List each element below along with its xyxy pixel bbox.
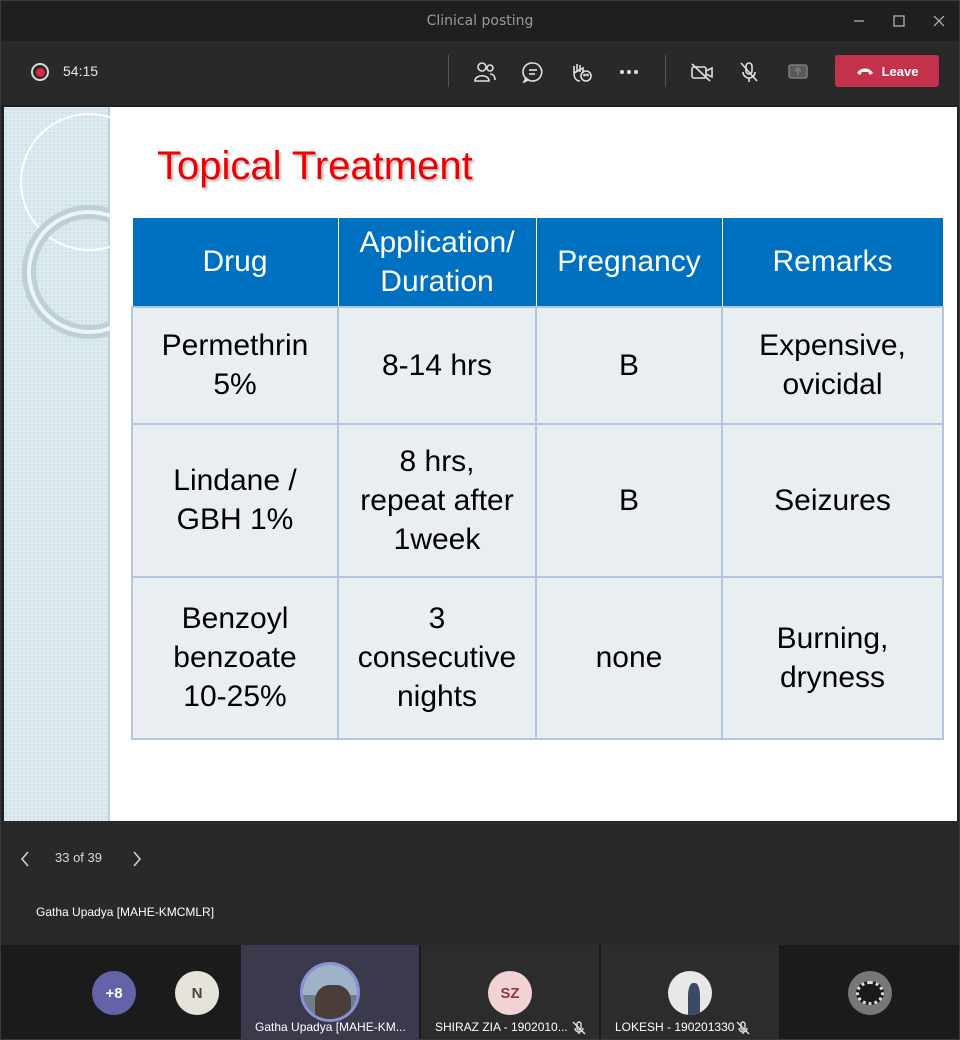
participant-avatar-photo bbox=[668, 971, 712, 1015]
window-title: Clinical posting bbox=[426, 13, 534, 29]
participant-tile-gatha[interactable]: Gatha Upadya [MAHE-KM... bbox=[241, 945, 419, 1039]
column-header-application: Application/ Duration bbox=[337, 217, 537, 307]
close-icon bbox=[933, 15, 945, 27]
participant-avatar-photo[interactable] bbox=[848, 971, 892, 1015]
maximize-icon bbox=[893, 15, 905, 27]
share-screen-icon bbox=[788, 64, 808, 79]
close-button[interactable] bbox=[927, 9, 951, 33]
microphone-toggle[interactable] bbox=[734, 57, 764, 87]
participant-tile-lokesh[interactable]: LOKESH - 190201330 bbox=[601, 945, 779, 1039]
participant-avatar-photo bbox=[300, 962, 360, 1022]
table-cell: 8-14 hrs bbox=[337, 305, 537, 425]
participant-avatar-sz: SZ bbox=[488, 971, 532, 1015]
slide-decoration bbox=[4, 107, 110, 821]
share-content-button[interactable] bbox=[783, 57, 813, 87]
chat-button[interactable] bbox=[518, 57, 548, 87]
table-row: Lindane / GBH 1% 8 hrs, repeat after 1we… bbox=[131, 422, 944, 578]
table-cell: B bbox=[535, 422, 723, 578]
shared-slide: Topical Treatment Drug Application/ Dura… bbox=[4, 107, 957, 821]
meeting-timer: 54:15 bbox=[63, 63, 99, 79]
table-cell: B bbox=[535, 305, 723, 425]
toolbar-divider bbox=[665, 55, 666, 87]
decorative-rings bbox=[20, 113, 110, 339]
title-bar: Clinical posting bbox=[1, 1, 959, 41]
participant-name: Gatha Upadya [MAHE-KM... bbox=[255, 1020, 406, 1034]
previous-slide-button[interactable] bbox=[15, 849, 35, 869]
table-cell: Burning, dryness bbox=[721, 575, 944, 740]
participant-name: SHIRAZ ZIA - 1902010... bbox=[435, 1020, 568, 1034]
column-header-remarks: Remarks bbox=[721, 217, 944, 307]
camera-off-icon bbox=[691, 63, 713, 82]
leave-label: Leave bbox=[881, 63, 919, 79]
table-cell: 8 hrs, repeat after 1week bbox=[337, 422, 537, 578]
table-cell: Benzoyl benzoate 10-25% bbox=[131, 575, 339, 740]
table-cell: Permethrin 5% bbox=[131, 305, 339, 425]
participant-strip: +8 N Gatha Upadya [MAHE-KM... SZ SHIRAZ … bbox=[1, 945, 959, 1039]
next-slide-button[interactable] bbox=[127, 849, 147, 869]
participants-button[interactable] bbox=[470, 57, 500, 87]
maximize-button[interactable] bbox=[887, 9, 911, 33]
participant-name: LOKESH - 190201330 bbox=[615, 1020, 735, 1034]
people-icon bbox=[474, 62, 496, 82]
raise-hand-icon bbox=[573, 64, 592, 82]
slide-navigation-bar: 33 of 39 Gatha Upadya [MAHE-KMCMLR] bbox=[1, 821, 959, 945]
table-cell: 3 consecutive nights bbox=[337, 575, 537, 740]
treatment-table: Drug Application/ Duration Pregnancy Rem… bbox=[131, 217, 944, 740]
more-participants-button[interactable]: +8 bbox=[92, 971, 136, 1015]
mic-off-icon bbox=[740, 62, 758, 82]
hang-up-icon bbox=[856, 68, 873, 75]
recording-icon bbox=[31, 63, 49, 81]
table-cell: Expensive, ovicidal bbox=[721, 305, 944, 425]
minimize-icon bbox=[854, 20, 864, 22]
slide-page-count: 33 of 39 bbox=[55, 850, 102, 865]
table-row: Permethrin 5% 8-14 hrs B Expensive, ovic… bbox=[131, 305, 944, 425]
chevron-right-icon bbox=[133, 851, 142, 867]
more-actions-button[interactable] bbox=[614, 57, 644, 87]
toolbar-divider bbox=[448, 55, 449, 87]
mic-off-icon bbox=[736, 1021, 750, 1035]
mic-off-icon bbox=[572, 1021, 586, 1035]
table-row: Benzoyl benzoate 10-25% 3 consecutive ni… bbox=[131, 575, 944, 740]
participant-avatar-n[interactable]: N bbox=[175, 971, 219, 1015]
leave-button[interactable]: Leave bbox=[835, 55, 939, 87]
ellipsis-icon bbox=[620, 70, 638, 74]
column-header-pregnancy: Pregnancy bbox=[535, 217, 723, 307]
table-cell: none bbox=[535, 575, 723, 740]
meeting-toolbar: 54:15 bbox=[1, 41, 959, 105]
minimize-button[interactable] bbox=[847, 9, 871, 33]
presenter-name: Gatha Upadya [MAHE-KMCMLR] bbox=[36, 905, 215, 919]
participant-tile-shiraz[interactable]: SZ SHIRAZ ZIA - 1902010... bbox=[421, 945, 599, 1039]
column-header-drug: Drug bbox=[131, 217, 339, 307]
chat-icon bbox=[522, 62, 543, 83]
camera-toggle[interactable] bbox=[687, 57, 717, 87]
chevron-left-icon bbox=[20, 851, 29, 867]
table-cell: Seizures bbox=[721, 422, 944, 578]
muted-indicator bbox=[736, 1021, 750, 1035]
reactions-button[interactable] bbox=[566, 57, 596, 87]
slide-title: Topical Treatment bbox=[157, 144, 473, 188]
muted-indicator bbox=[572, 1021, 586, 1035]
table-cell: Lindane / GBH 1% bbox=[131, 422, 339, 578]
table-header-row: Drug Application/ Duration Pregnancy Rem… bbox=[131, 217, 944, 307]
